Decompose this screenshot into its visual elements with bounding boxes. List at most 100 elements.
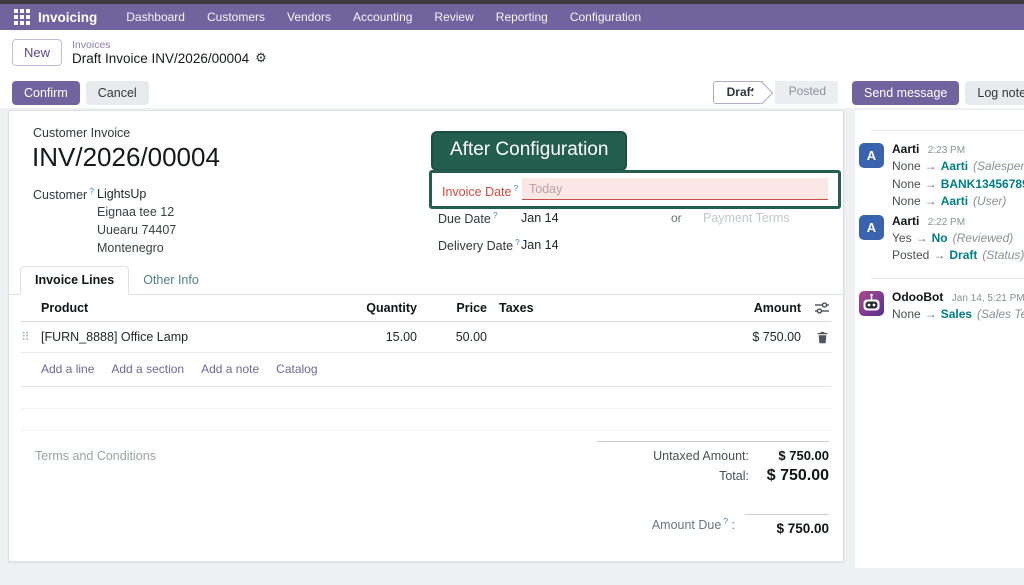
tracking-change: None→BANK134567890(Re: [892, 176, 1024, 191]
cell-product[interactable]: [FURN_8888] Office Lamp: [41, 330, 189, 344]
chatter-message: OdooBot Jan 14, 5:21 PM None → Sales (Sales…: [855, 289, 1024, 324]
log-note-button[interactable]: Log note: [965, 81, 1024, 105]
tracking-change: None→Aarti(Salesperson): [892, 159, 1024, 173]
payment-terms-input[interactable]: Payment Terms: [703, 211, 790, 225]
customer-field-label: Customer?: [33, 186, 94, 203]
breadcrumb-parent[interactable]: Invoices: [72, 38, 111, 51]
drag-handle-icon[interactable]: ⠿: [21, 330, 30, 344]
help-icon: ?: [513, 183, 519, 193]
customer-name-value[interactable]: LightsUp: [97, 187, 147, 201]
delete-row-icon[interactable]: [801, 331, 831, 344]
breadcrumb: Invoices Draft Invoice INV/2026/00004 ⚙: [72, 39, 267, 67]
nav-item-dashboard[interactable]: Dashboard: [126, 10, 185, 24]
empty-list-row: [21, 387, 831, 409]
message-author[interactable]: OdooBot: [892, 289, 944, 304]
breadcrumb-current: Draft Invoice INV/2026/00004: [72, 50, 250, 66]
status-step-posted[interactable]: Posted: [774, 81, 838, 104]
chatter-message: A Aarti 2:22 PM Yes → No (Reviewed) Posted →…: [855, 213, 1024, 265]
arrow-icon: →: [933, 248, 946, 262]
help-icon: ?: [723, 515, 729, 526]
control-bar: Confirm Cancel Draft Posted Send message…: [0, 75, 1024, 108]
or-label: or: [671, 211, 682, 225]
message-time: 2:22 PM: [927, 216, 966, 228]
message-author[interactable]: Aarti: [892, 142, 920, 156]
odoobot-avatar[interactable]: [859, 290, 884, 316]
col-price[interactable]: Price: [456, 301, 487, 315]
col-amount[interactable]: Amount: [753, 301, 801, 315]
send-message-button[interactable]: Send message: [852, 81, 960, 105]
col-quantity[interactable]: Quantity: [366, 301, 417, 315]
optional-columns-icon[interactable]: [801, 302, 831, 314]
chatter-divider: [871, 277, 1024, 279]
table-header-row: Product Quantity Price Taxes Amount: [21, 295, 831, 322]
apps-grid-icon[interactable]: [14, 9, 30, 25]
nav-item-vendors[interactable]: Vendors: [287, 10, 332, 24]
avatar[interactable]: A: [859, 214, 884, 240]
customer-address-line: Eignaa tee 12: [97, 205, 175, 219]
tab-invoice-lines[interactable]: Invoice Lines: [20, 266, 130, 295]
message-author[interactable]: Aarti: [892, 213, 920, 228]
tracking-change: None→Sales(Sales Team): [892, 306, 1024, 321]
delivery-date-label: Delivery Date?: [438, 237, 520, 254]
help-icon: ?: [515, 237, 520, 247]
message-time: 2:23 PM: [927, 145, 966, 156]
nav-item-accounting[interactable]: Accounting: [353, 10, 413, 24]
amount-due-label: Amount Due? :: [651, 515, 735, 532]
arrow-icon: →: [924, 194, 937, 208]
nav-item-review[interactable]: Review: [434, 10, 474, 24]
add-a-note-link[interactable]: Add a note: [201, 362, 260, 376]
col-product[interactable]: Product: [41, 301, 89, 315]
invoice-date-input[interactable]: Today: [522, 178, 828, 200]
total-value: $ 750.00: [766, 467, 829, 484]
confirm-button[interactable]: Confirm: [12, 81, 80, 105]
untaxed-amount-label: Untaxed Amount:: [653, 449, 749, 463]
catalog-link[interactable]: Catalog: [276, 362, 318, 376]
breadcrumb-bar: New Invoices Draft Invoice INV/2026/0000…: [0, 30, 1024, 75]
nav-item-reporting[interactable]: Reporting: [495, 10, 548, 24]
due-date-value[interactable]: Jan 14: [521, 211, 559, 225]
add-a-section-link[interactable]: Add a section: [111, 362, 185, 376]
nav-item-customers[interactable]: Customers: [206, 10, 265, 24]
app-name[interactable]: Invoicing: [38, 9, 98, 25]
amount-due-value: $ 750.00: [745, 514, 829, 536]
cancel-button[interactable]: Cancel: [85, 81, 149, 105]
customer-address-line: Montenegro: [97, 241, 164, 255]
help-icon: ?: [89, 186, 94, 196]
notebook-tabs: Invoice Lines Other Info: [9, 266, 843, 295]
total-label: Total:: [719, 469, 749, 483]
amount-due-block: Amount Due? : $ 750.00: [597, 514, 829, 536]
new-button[interactable]: New: [12, 39, 63, 66]
add-a-line-link[interactable]: Add a line: [41, 362, 95, 376]
document-type-label: Customer Invoice: [33, 126, 131, 140]
cell-price[interactable]: 50.00: [455, 330, 487, 344]
tracking-change: Posted → Draft (Status): [892, 248, 1024, 262]
terms-and-conditions-input[interactable]: Terms and Conditions: [35, 449, 156, 463]
cell-quantity[interactable]: 15.00: [385, 330, 417, 344]
avatar[interactable]: A: [859, 143, 884, 168]
cell-amount: $ 750.00: [752, 330, 801, 344]
chatter-message: A Aarti 2:23 PM None→Aarti(Salesperson) …: [855, 141, 1024, 211]
invoice-date-highlight-box: Invoice Date? Today: [429, 170, 841, 209]
invoice-form-sheet: Customer Invoice INV/2026/00004 Customer…: [8, 110, 844, 562]
status-step-draft[interactable]: Draft: [712, 81, 763, 104]
help-icon: ?: [492, 210, 498, 220]
tab-other-info[interactable]: Other Info: [143, 273, 199, 287]
arrow-icon: →: [924, 159, 937, 173]
settings-gear-icon[interactable]: ⚙: [255, 50, 267, 66]
invoice-number: INV/2026/00004: [32, 142, 220, 172]
top-navbar: Invoicing Dashboard Customers Vendors Ac…: [0, 4, 1024, 30]
table-row[interactable]: ⠿ [FURN_8888] Office Lamp 15.00 50.00 $ …: [21, 322, 831, 353]
tracking-change: None → Aarti (User): [892, 194, 1007, 208]
invoice-lines-table: Product Quantity Price Taxes Amount ⠿ [F…: [9, 295, 843, 431]
arrow-icon: →: [924, 176, 937, 191]
invoice-date-label: Invoice Date?: [442, 183, 519, 200]
chatter-divider: [871, 130, 1024, 131]
nav-item-configuration[interactable]: Configuration: [569, 10, 642, 24]
delivery-date-value[interactable]: Jan 14: [521, 238, 559, 252]
arrow-icon: →: [924, 306, 937, 321]
window-top-strip: [0, 0, 1024, 4]
col-taxes[interactable]: Taxes: [499, 301, 534, 315]
empty-list-row: [21, 409, 831, 431]
due-date-label: Due Date?: [438, 210, 498, 227]
